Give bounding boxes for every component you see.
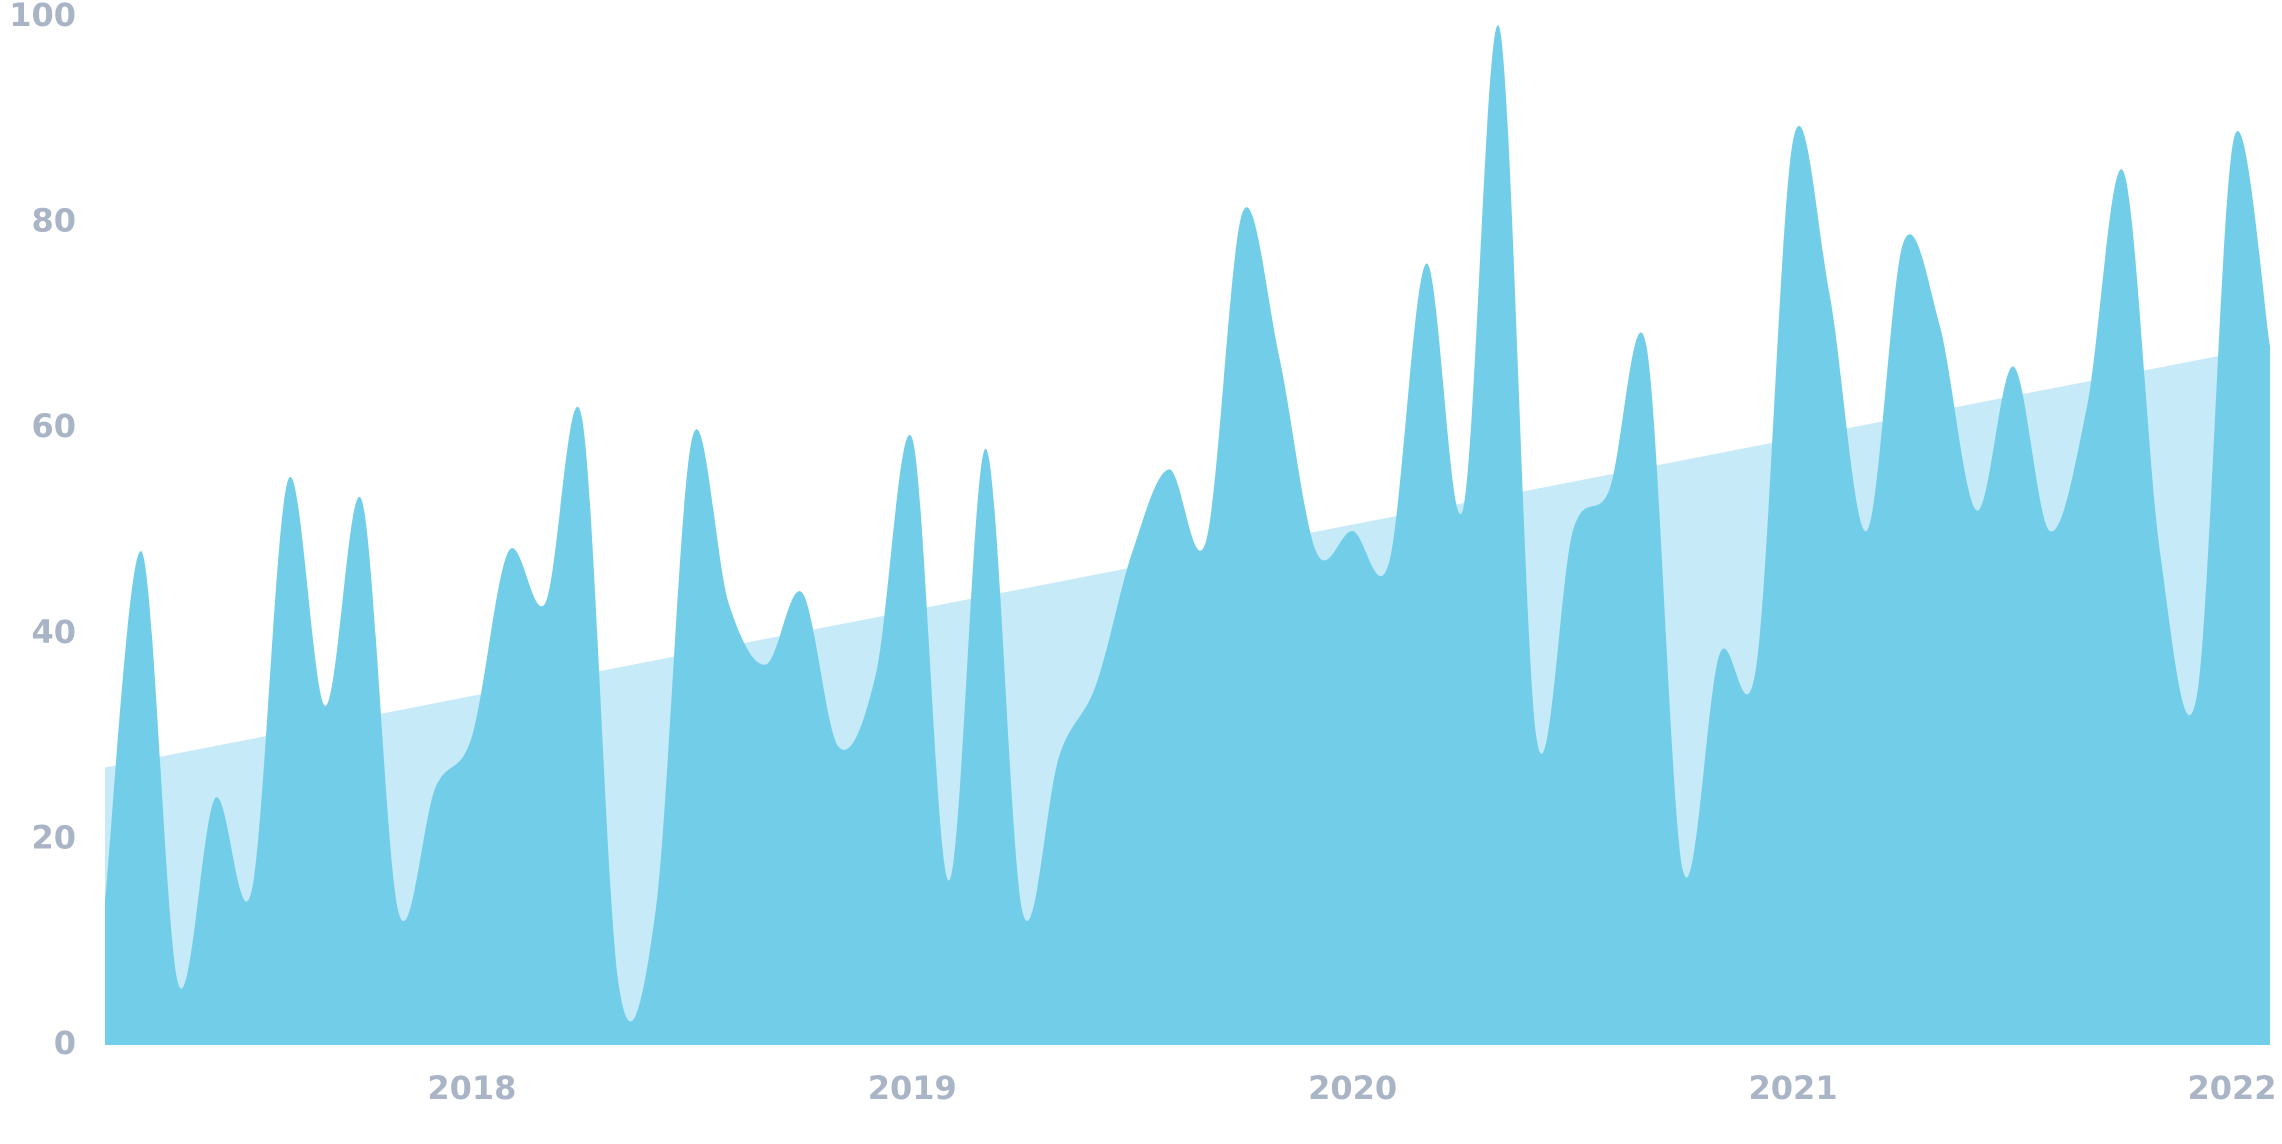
x-tick-label: 2018 [427,1069,516,1107]
area [105,25,2270,1046]
y-tick-label: 60 [31,407,76,445]
y-tick-label: 20 [31,818,76,856]
x-tick-label: 2021 [1749,1069,1838,1107]
y-tick-label: 0 [54,1024,76,1062]
y-tick-label: 80 [31,202,76,240]
x-tick-label: 2022 [2187,1069,2276,1107]
x-tick-label: 2020 [1308,1069,1397,1107]
y-tick-label: 100 [9,0,76,34]
x-tick-label: 2019 [868,1069,957,1107]
y-tick-label: 40 [31,613,76,651]
